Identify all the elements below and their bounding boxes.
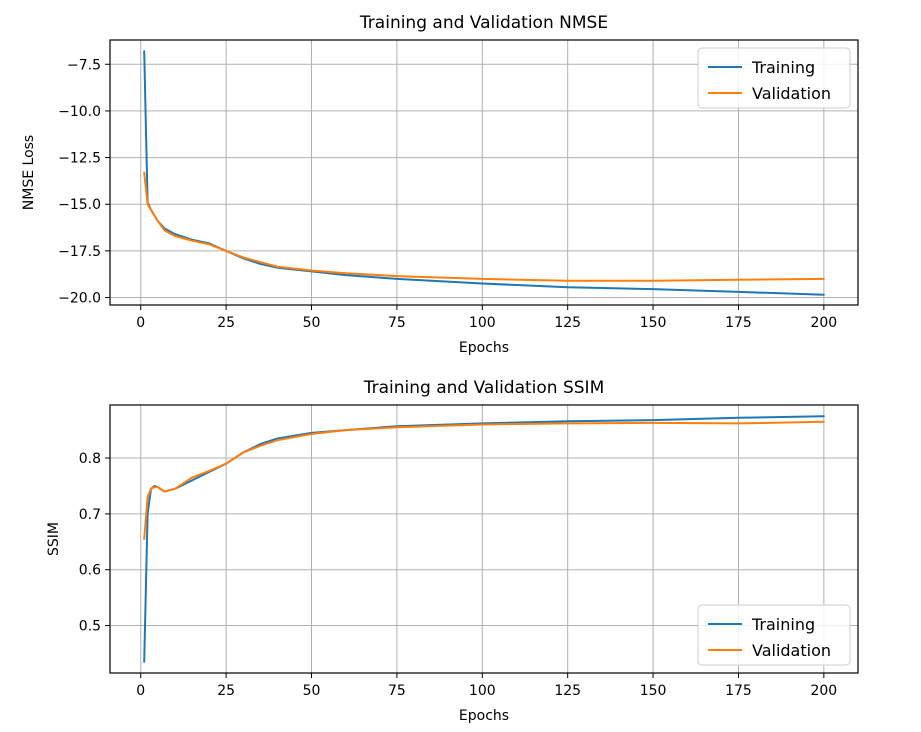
x-tick-label: 200 xyxy=(810,315,837,331)
x-tick-label: 200 xyxy=(810,683,837,699)
legend-label-validation: Validation xyxy=(752,84,831,103)
ssim-chart-title: Training and Validation SSIM xyxy=(363,378,604,398)
y-tick-label: −15.0 xyxy=(58,197,101,213)
y-tick-label: −7.5 xyxy=(67,57,101,73)
ssim-plot-frame xyxy=(109,404,859,674)
nmse-x-axis-label: Epochs xyxy=(459,340,509,356)
x-tick-label: 125 xyxy=(554,315,581,331)
nmse-grid xyxy=(110,40,858,305)
ssim-series-validation-line xyxy=(143,420,825,540)
y-tick-label: −20.0 xyxy=(58,291,101,307)
x-tick-label: 0 xyxy=(136,315,145,331)
nmse-chart-title: Training and Validation NMSE xyxy=(359,13,608,33)
x-tick-label: 175 xyxy=(725,683,752,699)
x-tick-label: 75 xyxy=(388,683,406,699)
x-tick-label: 125 xyxy=(554,683,581,699)
y-tick-label: −10.0 xyxy=(58,104,101,120)
nmse-series-validation-line xyxy=(143,171,825,282)
x-tick-label: 50 xyxy=(303,683,321,699)
ssim-x-axis-label: Epochs xyxy=(459,708,509,724)
y-tick-label: −17.5 xyxy=(58,244,101,260)
legend-label-training: Training xyxy=(751,615,815,634)
x-tick-label: 150 xyxy=(640,683,667,699)
x-tick-label: 25 xyxy=(217,315,235,331)
legend-label-training: Training xyxy=(751,58,815,77)
nmse-chart: 0 25 50 75 100 125 150 175 200 −20.0 −17.5 −15.0 −12… xyxy=(21,13,859,356)
x-tick-label: 150 xyxy=(640,315,667,331)
ssim-chart: 0 25 50 75 100 125 150 175 200 0.5 0.6 0.7 0.8 Traini… xyxy=(46,378,859,724)
ssim-legend: Training Validation xyxy=(697,604,851,666)
legend-label-validation: Validation xyxy=(752,641,831,660)
x-tick-label: 75 xyxy=(388,315,406,331)
x-tick-label: 100 xyxy=(469,315,496,331)
y-tick-label: 0.5 xyxy=(79,619,101,635)
nmse-y-axis-label: NMSE Loss xyxy=(21,135,37,210)
y-tick-label: 0.7 xyxy=(79,507,101,523)
x-tick-label: 100 xyxy=(469,683,496,699)
x-tick-label: 50 xyxy=(303,315,321,331)
ssim-y-axis-label: SSIM xyxy=(46,522,62,556)
y-tick-label: −12.5 xyxy=(58,151,101,167)
x-tick-label: 25 xyxy=(217,683,235,699)
x-tick-label: 175 xyxy=(725,315,752,331)
y-tick-label: 0.6 xyxy=(79,563,101,579)
nmse-legend: Training Validation xyxy=(697,47,851,109)
y-tick-label: 0.8 xyxy=(79,451,101,467)
x-tick-label: 0 xyxy=(136,683,145,699)
nmse-plot-frame xyxy=(109,39,859,306)
